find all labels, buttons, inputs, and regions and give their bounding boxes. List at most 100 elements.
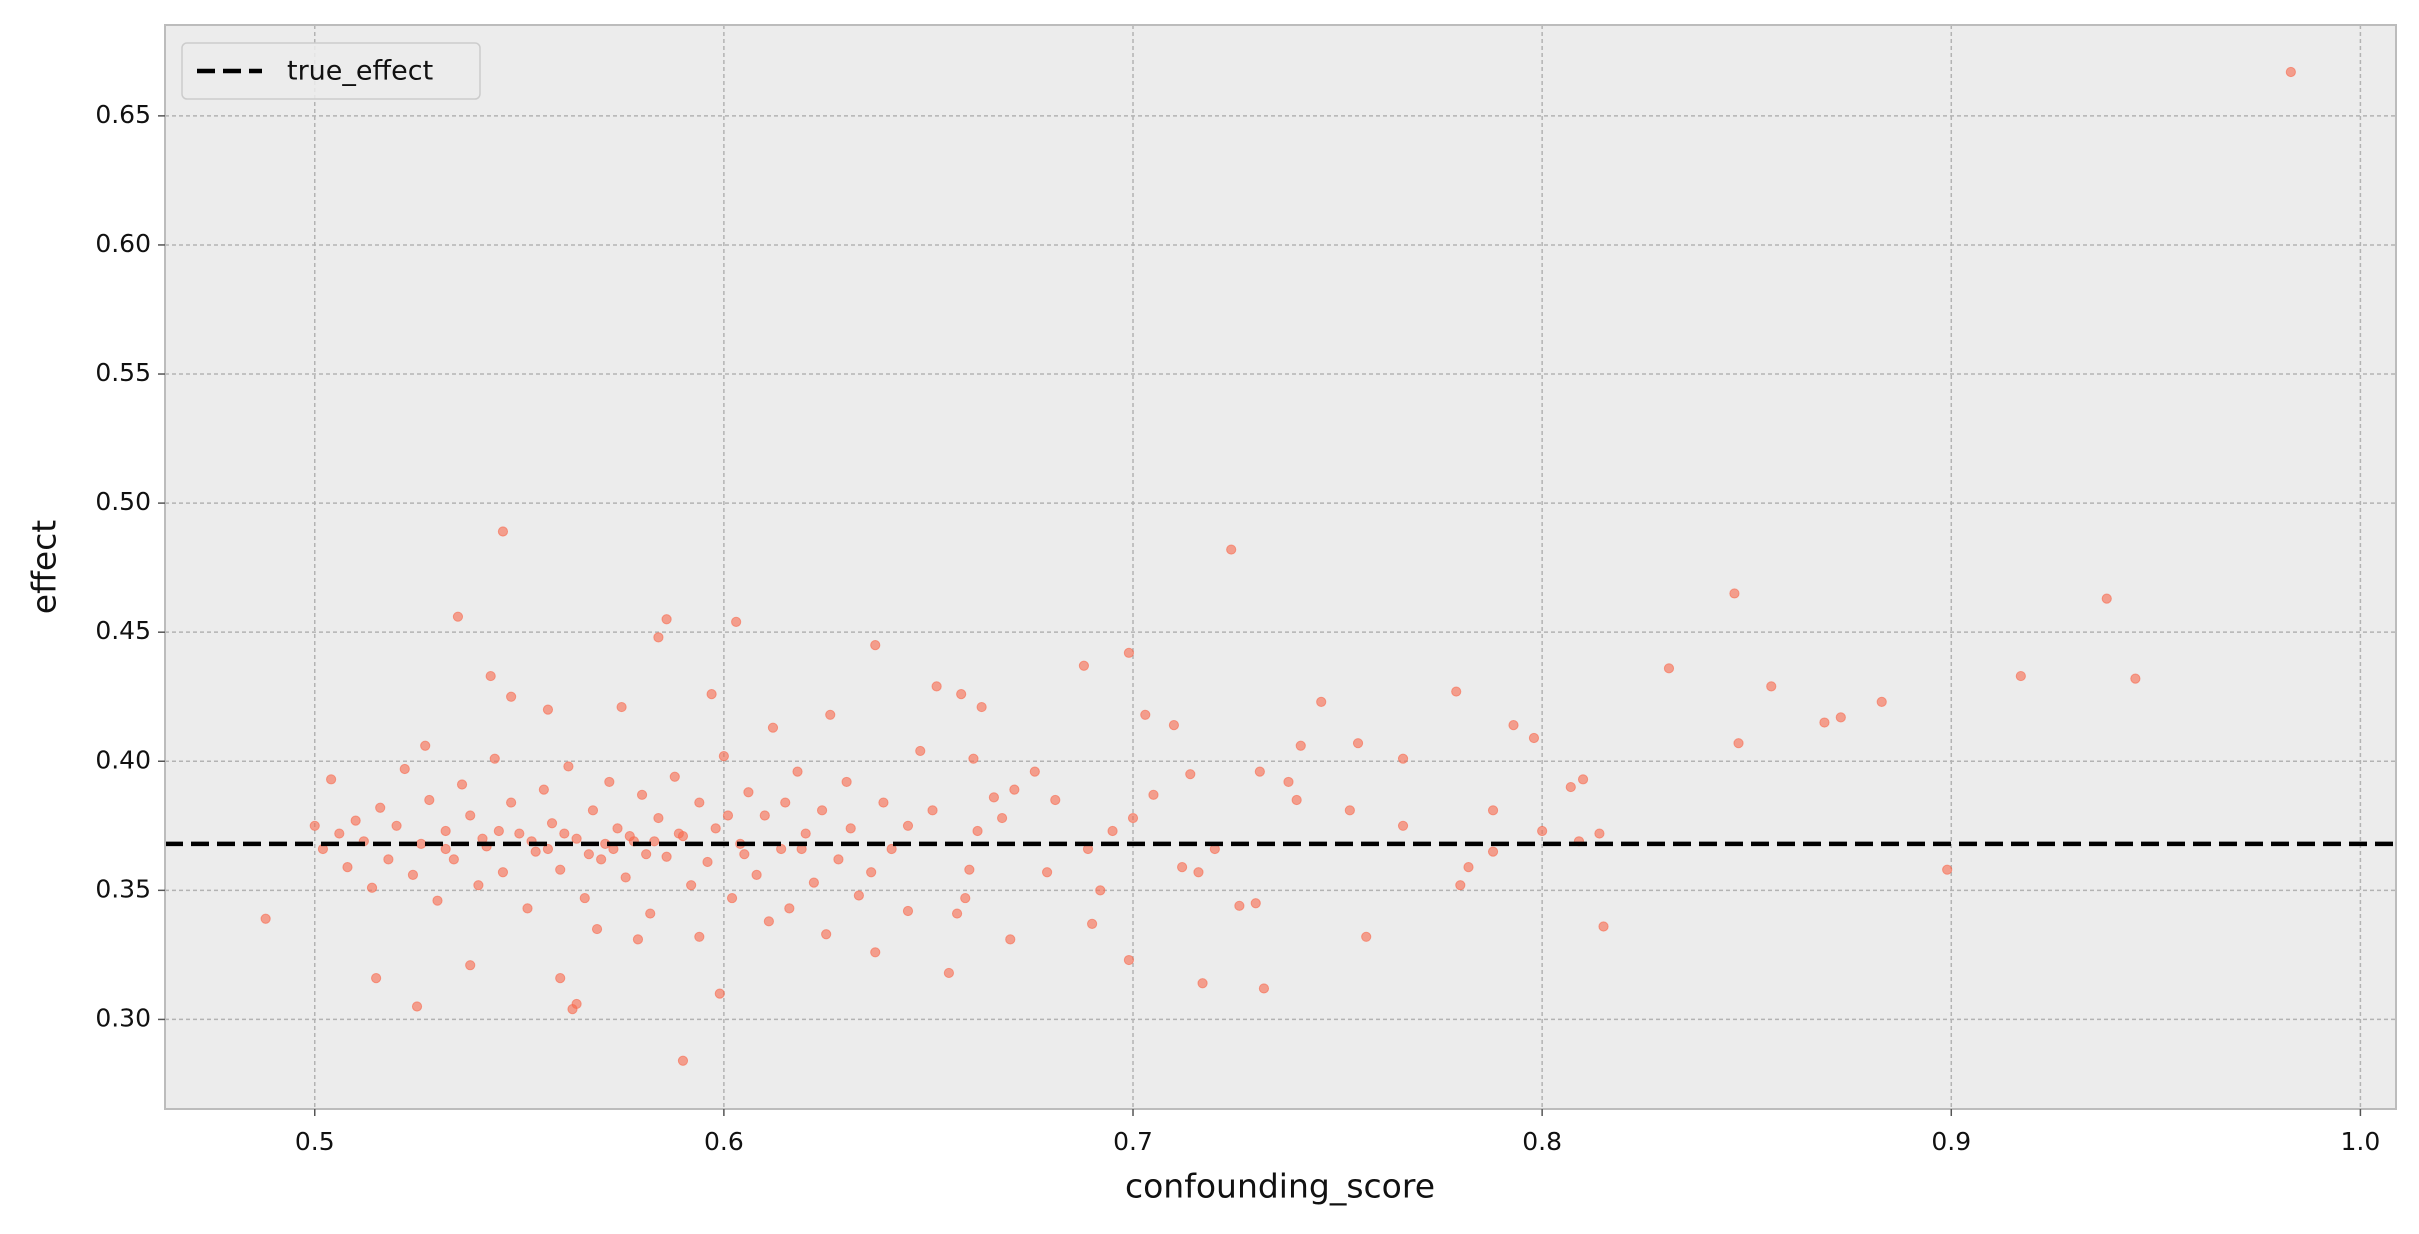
scatter-point	[1005, 934, 1016, 945]
scatter-point	[964, 864, 975, 875]
scatter-point	[870, 947, 881, 958]
y-tick-label: 0.55	[95, 358, 151, 387]
scatter-point	[371, 973, 382, 984]
scatter-point	[1565, 781, 1576, 793]
scatter-point	[731, 616, 742, 627]
scatter-point	[1876, 696, 1887, 707]
scatter-point	[587, 805, 599, 816]
scatter-point	[383, 854, 394, 865]
scatter-point	[542, 704, 554, 715]
scatter-point	[653, 812, 664, 824]
scatter-point	[530, 846, 541, 857]
scatter-point	[1766, 681, 1777, 692]
scatter-point	[677, 1055, 689, 1066]
y-tick-label: 0.60	[95, 229, 151, 258]
scatter-point	[636, 789, 648, 800]
scatter-point	[342, 862, 353, 873]
scatter-point	[1819, 717, 1830, 728]
scatter-point	[260, 913, 271, 924]
scatter-point	[1226, 544, 1237, 555]
y-tick-label: 0.65	[95, 100, 151, 129]
scatter-point	[1193, 867, 1204, 878]
scatter-point	[2285, 66, 2296, 78]
scatter-point	[653, 632, 664, 643]
x-tick-label: 0.9	[1931, 1127, 1971, 1156]
scatter-point	[485, 670, 496, 682]
scatter-point	[1942, 864, 1953, 875]
scatter-point	[391, 820, 402, 831]
scatter-point	[645, 908, 656, 919]
scatter-point	[334, 828, 345, 839]
scatter-point	[960, 892, 971, 904]
scatter-point	[988, 792, 1000, 803]
scatter-point	[497, 867, 509, 878]
scatter-point	[497, 526, 509, 537]
scatter-point	[710, 823, 721, 834]
scatter-point	[411, 1001, 423, 1012]
scatter-point	[661, 614, 672, 625]
scatter-point	[366, 882, 378, 893]
scatter-point	[1107, 825, 1118, 837]
scatter-point	[739, 849, 750, 860]
scatter-point	[1197, 978, 1208, 989]
scatter-point	[661, 851, 672, 862]
scatter-point	[1598, 921, 1609, 932]
y-axis-label: effect	[25, 520, 64, 614]
x-tick-label: 0.6	[704, 1127, 744, 1156]
scatter-point	[649, 836, 660, 847]
scatter-point	[2015, 670, 2026, 682]
scatter-point	[1594, 828, 1605, 839]
scatter-point	[522, 903, 533, 914]
scatter-point	[943, 967, 954, 979]
scatter-point	[1009, 784, 1020, 795]
scatter-point	[1140, 709, 1151, 720]
scatter-point	[456, 779, 468, 790]
scatter-point	[976, 701, 987, 713]
scatter-point	[686, 880, 697, 891]
legend-label: true_effect	[287, 56, 433, 87]
scatter-point	[555, 864, 566, 875]
scatter-point	[792, 766, 803, 777]
legend-box	[181, 42, 481, 100]
scatter-point	[563, 761, 574, 772]
scatter-point	[1078, 660, 1090, 671]
scatter-point	[1123, 954, 1135, 966]
y-tick-label: 0.40	[95, 745, 151, 774]
scatter-point	[579, 892, 590, 904]
scatter-point	[722, 810, 734, 821]
scatter-point	[1316, 696, 1327, 707]
scatter-point	[845, 823, 856, 834]
scatter-point	[452, 611, 464, 622]
scatter-point	[2101, 593, 2112, 604]
scatter-point	[927, 805, 938, 816]
scatter-point	[776, 843, 787, 855]
scatter-point	[833, 854, 844, 865]
scatter-point	[784, 903, 795, 914]
scatter-point	[968, 753, 979, 764]
scatter-point	[616, 701, 627, 713]
scatter-point	[1577, 774, 1589, 785]
scatter-point	[1487, 846, 1499, 857]
scatter-point	[1487, 805, 1499, 816]
scatter-point	[559, 828, 570, 839]
scatter-point	[673, 828, 684, 839]
y-tick-label: 0.30	[95, 1003, 151, 1032]
scatter-point	[956, 689, 967, 700]
scatter-point	[514, 828, 525, 839]
scatter-point	[972, 825, 983, 837]
scatter-point	[951, 908, 963, 919]
scatter-point	[546, 818, 558, 829]
y-tick-label: 0.50	[95, 487, 151, 516]
scatter-point	[1254, 766, 1265, 777]
scatter-point	[326, 774, 337, 785]
scatter-point	[538, 784, 549, 795]
scatter-point	[624, 831, 635, 842]
scatter-point	[1185, 769, 1196, 780]
scatter-point	[821, 929, 832, 940]
scatter-point	[780, 797, 791, 808]
scatter-point	[996, 812, 1008, 824]
scatter-point	[493, 825, 504, 837]
scatter-point	[420, 740, 431, 751]
scatter-point	[399, 763, 410, 775]
